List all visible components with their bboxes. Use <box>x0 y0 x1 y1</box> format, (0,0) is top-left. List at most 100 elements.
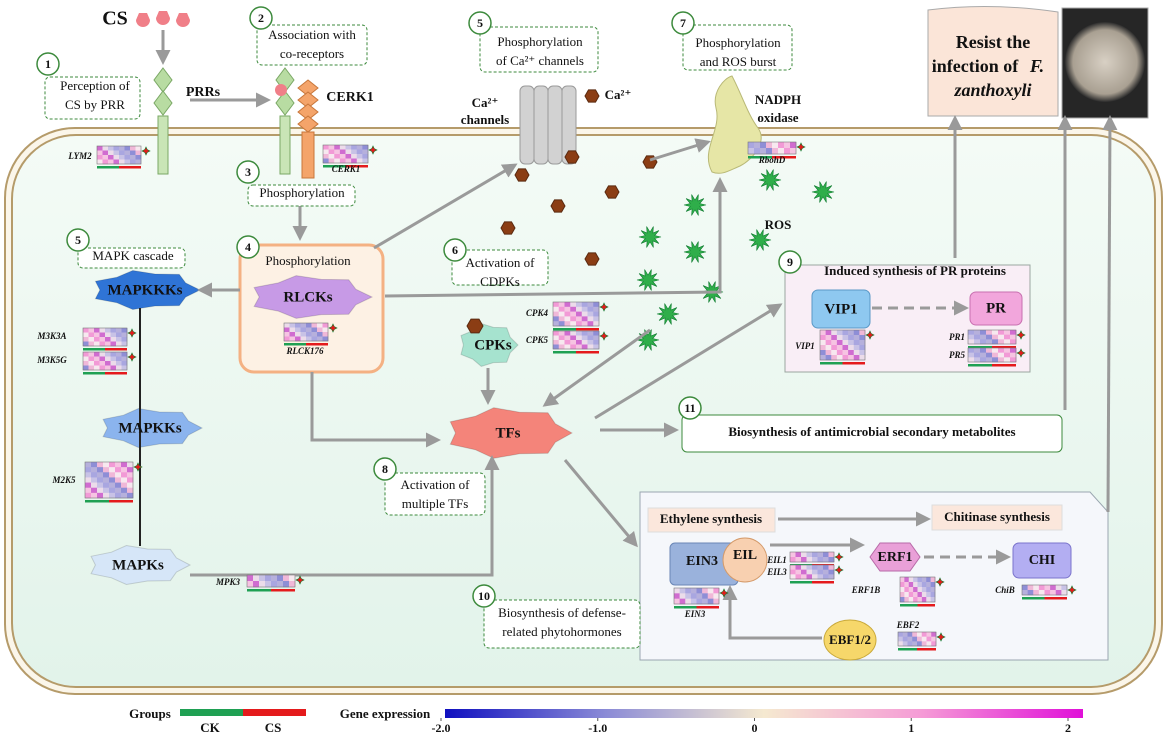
cerk-stalk <box>301 131 315 179</box>
label: VIP1 <box>824 301 857 317</box>
heatmap-cell <box>1022 585 1028 591</box>
heatmap-cell <box>1010 348 1017 353</box>
heatmap-cell <box>105 341 111 347</box>
heatmap-cell <box>690 598 697 605</box>
heatmap-cell <box>795 557 802 563</box>
heatmap-cell <box>1050 585 1057 591</box>
heatmap-cell <box>97 482 104 489</box>
heatmap-cell <box>553 335 560 341</box>
heatmap-cell <box>91 467 98 473</box>
heatmap-cell <box>83 332 89 338</box>
heatmap-cell <box>553 340 560 345</box>
gene-label: CPK5 <box>526 335 549 345</box>
step-circle <box>671 11 695 35</box>
ros-star <box>936 632 946 642</box>
heatmap-cell <box>553 316 560 322</box>
color-scale <box>445 709 1083 718</box>
heatmap-cell <box>317 332 323 337</box>
cerk-domain <box>297 91 319 109</box>
heatmap-cell <box>127 462 134 468</box>
gene-label: PR5 <box>949 350 966 360</box>
chi-box <box>1012 542 1072 579</box>
heatmap-cell <box>88 356 95 362</box>
heatmap-cell <box>115 462 122 468</box>
heatmap-cell <box>593 306 600 312</box>
heatmap-cell <box>289 327 296 333</box>
scale-tick-label: 1 <box>908 721 914 735</box>
heatmap-cell <box>801 574 807 580</box>
heatmap-cell <box>83 361 89 366</box>
heatmap-cell <box>105 337 111 342</box>
gene-label: EIL1 <box>766 555 787 565</box>
prr-domain <box>153 90 173 116</box>
ros-star <box>127 328 137 338</box>
step-text: and ROS burst <box>700 54 777 69</box>
channel <box>561 85 577 165</box>
heatmap-cell <box>284 327 290 333</box>
heatmap-cell <box>102 155 109 160</box>
ros-star <box>811 181 835 203</box>
heatmap-cell <box>109 482 116 489</box>
heatmap-cell <box>790 569 796 575</box>
heatmap-cell <box>317 323 323 328</box>
step-number: 10 <box>478 589 490 603</box>
label: MAPKKs <box>118 420 181 436</box>
heatmap-cell <box>277 581 284 588</box>
heatmap-cell <box>102 150 109 156</box>
heatmap-cell <box>1004 352 1011 358</box>
heatmap-cell <box>1044 590 1051 596</box>
heatmap-cell <box>823 552 829 558</box>
heatmap-cell <box>806 569 813 575</box>
heatmap-cell <box>105 328 111 333</box>
heatmap-cell <box>587 302 594 308</box>
heatmap-cell <box>859 345 866 351</box>
gene-label: CPK4 <box>526 308 549 318</box>
heatmap-cell <box>323 145 329 150</box>
heatmap-cell <box>593 340 600 345</box>
heatmap-cell <box>362 145 369 150</box>
heatmap-cell <box>564 302 571 308</box>
heatmap-cell <box>105 361 111 366</box>
heatmap-cell <box>820 330 826 336</box>
step-number: 5 <box>75 233 81 247</box>
ros-star <box>834 552 844 562</box>
heatmap-cell <box>570 321 577 327</box>
heatmap-cell <box>295 327 301 333</box>
heatmap-cell <box>558 311 565 317</box>
group-bar <box>917 604 935 607</box>
heatmap-cell <box>842 345 849 351</box>
heatmap-cell <box>836 335 843 341</box>
heatmap-cell <box>94 365 100 371</box>
heatmap-cell <box>828 569 835 575</box>
heatmap-cell <box>806 565 813 570</box>
heatmap-cell <box>564 340 571 345</box>
heatmap-cell <box>94 332 100 338</box>
heatmap-cell <box>88 365 95 371</box>
gene-label: M3K3A <box>36 331 66 341</box>
heatmap-cell <box>825 350 832 356</box>
group-bar <box>790 581 812 584</box>
heatmap-cell <box>685 593 692 599</box>
heatmap-cell <box>103 467 110 473</box>
heatmap-frame <box>897 631 937 647</box>
heatmap-cell <box>334 154 341 159</box>
step-number: 11 <box>684 401 695 415</box>
heatmap-cell <box>99 361 106 366</box>
rlck-shape <box>253 275 374 319</box>
ros-star <box>133 462 143 472</box>
heatmap-cell <box>902 636 908 642</box>
heatmap-cell <box>1004 330 1011 335</box>
mapkkk-shape <box>94 269 202 311</box>
heatmap-cell <box>135 150 142 156</box>
step-circle <box>443 238 467 262</box>
heatmap-cell <box>581 331 588 336</box>
heatmap-cell <box>334 158 341 164</box>
heatmap-cell <box>825 340 832 346</box>
heatmap-cell <box>921 582 927 588</box>
heatmap-cell <box>121 462 128 468</box>
arrow <box>310 372 441 448</box>
heatmap-cell <box>784 148 791 155</box>
heatmap-cell <box>88 361 95 366</box>
heatmap-cell <box>345 149 352 155</box>
heatmap-cell <box>323 149 329 155</box>
